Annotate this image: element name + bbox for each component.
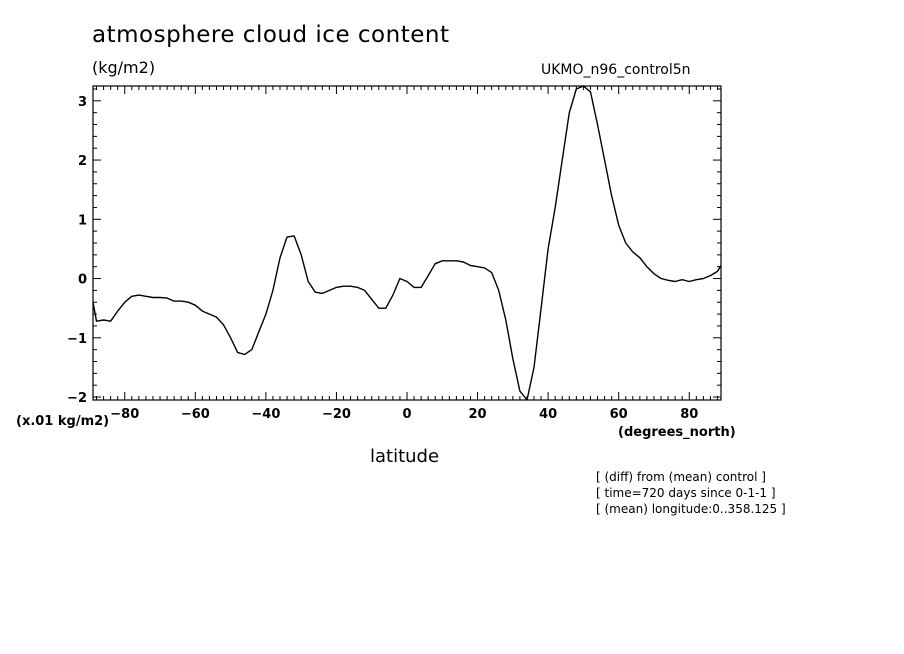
chart-title: atmosphere cloud ice content bbox=[92, 22, 450, 48]
x-axis-label: latitude bbox=[370, 446, 440, 467]
x-tick-label: −40 bbox=[251, 407, 280, 422]
x-tick-label: −80 bbox=[110, 407, 139, 422]
x-tick-label: −60 bbox=[181, 407, 210, 422]
x-axis-units-label: (degrees_north) bbox=[618, 425, 736, 440]
y-tick-label: 3 bbox=[78, 95, 87, 110]
y-axis-scale-label: (x.01 kg/m2) bbox=[16, 414, 110, 429]
plot-frame bbox=[92, 85, 722, 401]
y-tick-label: 1 bbox=[78, 213, 87, 228]
axes: −80 −60 −40 −20 0 20 40 60 80 −2 −1 0 1 2 3 bbox=[67, 85, 722, 422]
x-tick-label: 20 bbox=[469, 407, 487, 422]
x-tick-label: −20 bbox=[322, 407, 351, 422]
series-layer bbox=[92, 85, 722, 401]
units-label: (kg/m2) bbox=[92, 58, 156, 77]
y-tick-label: −1 bbox=[67, 332, 87, 347]
model-label: UKMO_n96_control5n bbox=[541, 62, 691, 78]
x-tick-label: 60 bbox=[610, 407, 628, 422]
y-tick-label: −2 bbox=[67, 391, 87, 406]
x-tick-label: 80 bbox=[680, 407, 698, 422]
note-line: [ (diff) from (mean) control ] bbox=[596, 470, 766, 484]
y-tick-label: 2 bbox=[78, 154, 87, 169]
x-tick-label: 0 bbox=[402, 407, 411, 422]
y-tick-label: 0 bbox=[78, 273, 87, 288]
series-line bbox=[92, 85, 722, 401]
note-line: [ (mean) longitude:0..358.125 ] bbox=[596, 502, 786, 516]
note-line: [ time=720 days since 0-1-1 ] bbox=[596, 486, 776, 500]
x-tick-label: 40 bbox=[539, 407, 557, 422]
